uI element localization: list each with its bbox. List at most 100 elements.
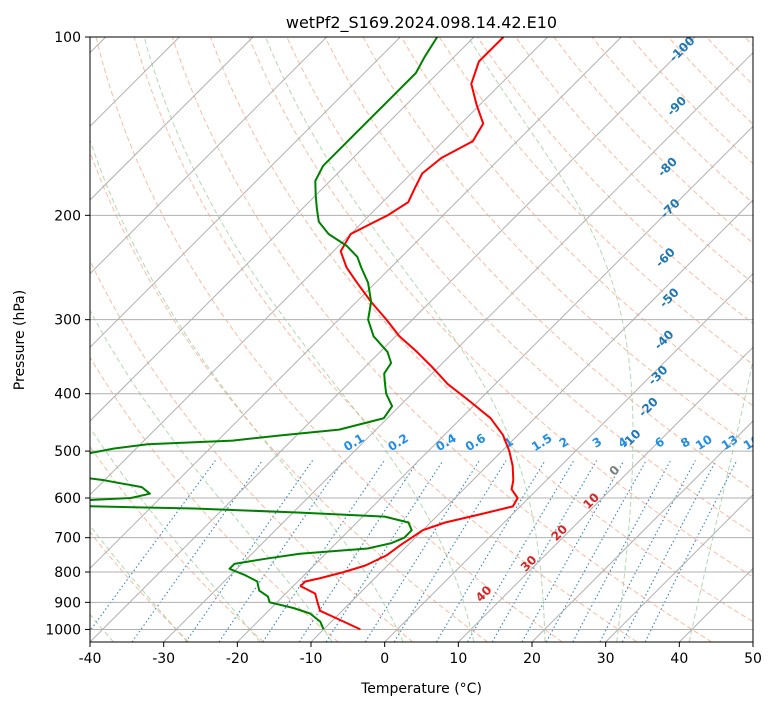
plot-frame: [89, 36, 754, 643]
moist-adiabat: [467, 37, 634, 642]
mixing-ratio-label: 1.5: [529, 431, 554, 454]
x-tick-label: -20: [226, 651, 249, 667]
mixing-ratio-line: [545, 460, 647, 642]
mixing-ratio-line: [491, 460, 598, 642]
dry-adiabat: [591, 37, 753, 204]
moist-adiabat: [90, 524, 188, 642]
mixing-ratio-label: 16: [741, 432, 763, 453]
moist-adiabat-label: 20: [549, 522, 571, 544]
x-tick-label: 50: [744, 651, 762, 667]
mixing-ratio-line: [185, 460, 314, 642]
isotherm-line: [678, 567, 753, 642]
mixing-ratio-line: [572, 460, 672, 642]
isotherm-line: [531, 420, 753, 642]
y-axis-ticks: 100 200 300 400 500 600 700 800 900 1000: [45, 30, 90, 638]
dry-adiabat: [400, 37, 753, 407]
moist-adiabat-label: -90: [664, 94, 689, 119]
moist-adiabat-label: -50: [657, 285, 682, 310]
moist-adiabat: [90, 309, 333, 642]
mixing-ratio-line: [644, 460, 738, 642]
x-tick-label: -40: [79, 651, 102, 667]
mixing-ratio-line: [435, 460, 546, 642]
mixing-ratio-line: [364, 460, 480, 642]
y-tick-label: 1000: [45, 622, 81, 638]
isotherm-line: [90, 37, 254, 201]
moist-adiabats: [90, 37, 753, 642]
moist-adiabat: [90, 138, 404, 642]
x-tick-label: 0: [380, 651, 389, 667]
isotherm-line: [90, 37, 549, 496]
isotherm-line: [457, 346, 753, 642]
y-tick-label: 900: [54, 595, 81, 611]
dry-adiabat: [744, 37, 753, 47]
dry-adiabat: [90, 259, 414, 642]
moist-adiabat: [90, 427, 261, 642]
chart-title: wetPf2_S169.2024.098.14.42.E10: [286, 13, 557, 33]
y-tick-label: 700: [54, 531, 81, 547]
isobar-grid: [90, 37, 753, 630]
x-tick-label: -30: [152, 651, 175, 667]
mixing-ratio-line: [90, 460, 216, 632]
x-tick-label: 40: [670, 651, 688, 667]
moist-adiabat-label: 10: [580, 490, 602, 512]
dry-adiabat: [553, 37, 753, 244]
dry-adiabat: [438, 37, 753, 365]
dry-adiabat: [362, 37, 753, 449]
mixing-ratio-label: 3: [590, 434, 605, 450]
isotherms: [90, 37, 753, 642]
dry-adiabat: [706, 37, 753, 86]
dry-adiabat: [90, 356, 339, 642]
temperature-profile-line: [299, 37, 519, 631]
moist-adiabat-label: -60: [653, 245, 678, 270]
moist-adiabat: [688, 358, 753, 642]
y-tick-label: 800: [54, 565, 81, 581]
dry-adiabat: [210, 37, 753, 623]
moist-adiabat-label: 0: [606, 463, 622, 479]
mixing-ratio-label: 6: [652, 434, 667, 450]
isotherm-line: [605, 493, 753, 642]
x-axis-label: Temperature (°C): [360, 681, 482, 697]
dry-adiabat: [171, 37, 712, 642]
dry-adiabat: [668, 37, 753, 125]
isotherm-line: [90, 37, 696, 642]
plot-area: 0.10.20.40.611.52346810131620253036 -100…: [90, 37, 763, 642]
moist-adiabat: [143, 37, 475, 642]
moist-adiabat-label: -30: [645, 363, 670, 388]
profile-series: [90, 37, 519, 631]
dry-adiabat: [477, 37, 753, 325]
moist-adiabat: [265, 37, 546, 642]
dry-adiabat: [324, 37, 753, 491]
y-axis-label: Pressure (hPa): [12, 290, 28, 390]
dry-adiabat: [95, 37, 563, 642]
isotherm-line: [90, 37, 401, 349]
mixing-ratio-label: 8: [678, 434, 693, 450]
dry-adiabat: [133, 37, 638, 642]
mixing-ratio-label: 13: [719, 432, 741, 453]
mixing-ratio-line: [521, 460, 625, 642]
mixing-ratio-line: [218, 460, 344, 642]
y-tick-label: 500: [54, 444, 81, 460]
dry-adiabat: [90, 150, 488, 642]
dry-adiabat: [248, 37, 753, 578]
dry-adiabat: [90, 445, 264, 642]
isotherm-line: [236, 125, 753, 642]
isotherm-line: [90, 37, 328, 275]
moist-adiabat-label: -20: [636, 395, 661, 420]
y-tick-label: 100: [54, 30, 81, 46]
x-tick-label: -10: [300, 651, 323, 667]
x-tick-label: 10: [449, 651, 467, 667]
dry-adiabat: [515, 37, 753, 284]
x-tick-label: 30: [597, 651, 615, 667]
isotherm-line: [384, 272, 753, 642]
dry-adiabat: [286, 37, 753, 534]
isotherm-line: [752, 641, 753, 642]
y-tick-label: 600: [54, 491, 81, 507]
isotherm-line: [163, 51, 753, 642]
isotherm-line: [310, 199, 753, 642]
isotherm-line: [90, 37, 475, 422]
moist-adiabat-label: -80: [655, 154, 680, 179]
y-tick-label: 300: [54, 313, 81, 329]
mixing-ratio-label: 2: [557, 434, 572, 450]
